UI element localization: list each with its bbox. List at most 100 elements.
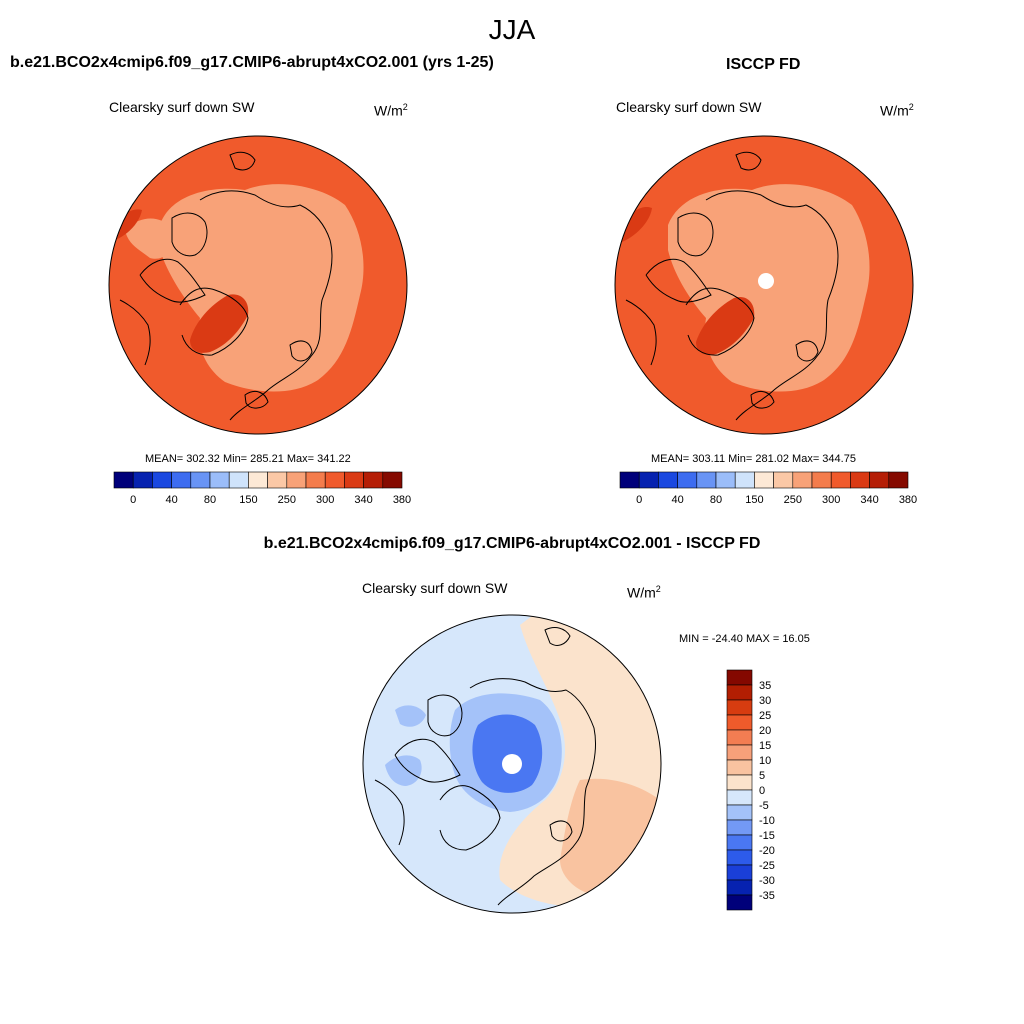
obs-stats: MEAN= 303.11 Min= 281.02 Max= 344.75 — [651, 453, 856, 465]
diff-colorbar-swatch — [726, 684, 753, 701]
model-colorbar-tick-label: 0 — [130, 494, 136, 506]
obs-colorbar-swatch — [850, 471, 870, 489]
diff-colorbar-tick-label: 35 — [759, 680, 771, 692]
diff-pole-hole — [502, 754, 522, 774]
obs-coastlines — [625, 151, 839, 421]
obs-colorbar-tick-label: 40 — [671, 494, 683, 506]
obs-colorbar-tick-label: 0 — [636, 494, 642, 506]
obs-colorbar-swatch — [811, 471, 832, 489]
diff-panel-title: b.e21.BCO2x4cmip6.f09_g17.CMIP6-abrupt4x… — [263, 535, 761, 552]
obs-colorbar-tick-label: 250 — [784, 494, 802, 506]
model-colorbar-tick-label: 150 — [239, 494, 257, 506]
model-colorbar-tick-label: 40 — [165, 494, 177, 506]
diff-canada-negative — [385, 755, 422, 786]
diff-colorbar-swatch — [726, 729, 753, 746]
obs-pole-hole — [758, 273, 774, 289]
obs-colorbar-swatch — [715, 471, 736, 489]
model-colorbar-swatch — [267, 471, 288, 489]
model-units-label: W/m2 — [374, 102, 408, 119]
diff-colorbar-tick-label: 20 — [759, 725, 771, 737]
model-polar-map — [108, 135, 408, 435]
model-colorbar-tick-label: 300 — [316, 494, 334, 506]
obs-colorbar-swatch — [677, 471, 698, 489]
obs-map-border — [614, 135, 914, 435]
model-colorbar-tick-label: 380 — [393, 494, 411, 506]
diff-colorbar-tick-label: -10 — [759, 815, 775, 827]
diff-colorbar-swatch — [726, 714, 753, 731]
model-colorbar-swatch — [132, 471, 153, 489]
diff-colorbar-tick-label: 30 — [759, 695, 771, 707]
obs-colorbar-swatch — [658, 471, 678, 489]
diff-colorbar-tick-label: -15 — [759, 830, 775, 842]
obs-colorbar-swatch — [619, 471, 640, 489]
diff-arctic-core — [472, 714, 543, 793]
obs-greenland-high — [696, 296, 755, 355]
obs-colorbar-swatch — [830, 471, 851, 489]
diff-colorbar-tick-label: -25 — [759, 860, 775, 872]
model-colorbar-swatch — [113, 471, 134, 489]
model-colorbar-swatch — [382, 471, 403, 489]
model-colorbar-swatch — [324, 471, 345, 489]
obs-colorbar-swatch — [773, 471, 794, 489]
diff-colorbar-swatch — [726, 894, 753, 911]
obs-variable-label: Clearsky surf down SW — [616, 99, 762, 115]
diff-stats: MIN = -24.40 MAX = 16.05 — [679, 633, 810, 645]
obs-colorbar-tick-label: 380 — [899, 494, 917, 506]
obs-colorbar-tick-label: 80 — [710, 494, 722, 506]
obs-colorbar-tick-label: 300 — [822, 494, 840, 506]
diff-colorbar-swatch — [726, 804, 753, 821]
diff-colorbar: 35 30 25 20 15 10 5 0 -5 -10 -15 -20 -25 -30 -35 — [726, 669, 775, 911]
obs-colorbar: 0 40 80 150 250 300 340 380 — [619, 471, 917, 506]
obs-colorbar-swatch — [754, 471, 774, 489]
obs-colorbar-swatch — [638, 471, 659, 489]
diff-colorbar-tick-label: 5 — [759, 770, 765, 782]
diff-colorbar-swatch — [726, 669, 753, 686]
diff-colorbar-swatch — [726, 774, 753, 791]
model-colorbar-swatch — [363, 471, 384, 489]
diff-colorbar-tick-label: 10 — [759, 755, 771, 767]
diff-variable-label: Clearsky surf down SW — [362, 580, 508, 596]
model-colorbar-swatch — [228, 471, 249, 489]
diff-colorbar-swatch — [726, 699, 753, 716]
diff-polar-map — [362, 614, 662, 914]
diff-colorbar-swatch — [726, 819, 753, 836]
model-coastlines — [119, 151, 333, 421]
model-colorbar-tick-label: 80 — [204, 494, 216, 506]
obs-atlantic-high — [620, 206, 652, 242]
model-colorbar-swatch — [171, 471, 192, 489]
diff-coastlines — [374, 627, 597, 906]
model-colorbar: 0 40 80 150 250 300 340 380 — [113, 471, 411, 506]
obs-colorbar-tick-label: 340 — [860, 494, 878, 506]
diff-colorbar-tick-label: -5 — [759, 800, 769, 812]
model-colorbar-tick-label: 250 — [278, 494, 296, 506]
obs-colorbar-swatch — [792, 471, 813, 489]
diff-colorbar-swatch — [726, 864, 753, 881]
model-colorbar-swatch — [152, 471, 172, 489]
diff-colorbar-tick-label: 0 — [759, 785, 765, 797]
obs-panel-title: ISCCP FD — [726, 56, 801, 73]
obs-polar-map — [614, 135, 914, 435]
obs-colorbar-tick-label: 150 — [745, 494, 763, 506]
diff-colorbar-tick-label: 25 — [759, 710, 771, 722]
obs-colorbar-swatch — [888, 471, 909, 489]
model-colorbar-swatch — [248, 471, 268, 489]
diff-colorbar-tick-label: -35 — [759, 890, 775, 902]
model-variable-label: Clearsky surf down SW — [109, 99, 255, 115]
diff-colorbar-swatch — [726, 834, 753, 851]
obs-colorbar-swatch — [696, 471, 717, 489]
diff-colorbar-tick-label: 15 — [759, 740, 771, 752]
season-title: JJA — [488, 14, 536, 45]
diff-colorbar-swatch — [726, 849, 753, 866]
obs-colorbar-swatch — [734, 471, 755, 489]
obs-colorbar-swatch — [869, 471, 890, 489]
model-atlantic-high — [112, 209, 142, 240]
model-colorbar-swatch — [209, 471, 230, 489]
diff-units-label: W/m2 — [627, 584, 661, 601]
model-colorbar-swatch — [305, 471, 326, 489]
diff-colorbar-swatch — [726, 789, 753, 806]
diff-siberia-positive — [560, 778, 660, 896]
diff-map-border — [362, 614, 662, 914]
model-greenland-high — [190, 294, 249, 353]
diff-colorbar-swatch — [726, 759, 753, 776]
